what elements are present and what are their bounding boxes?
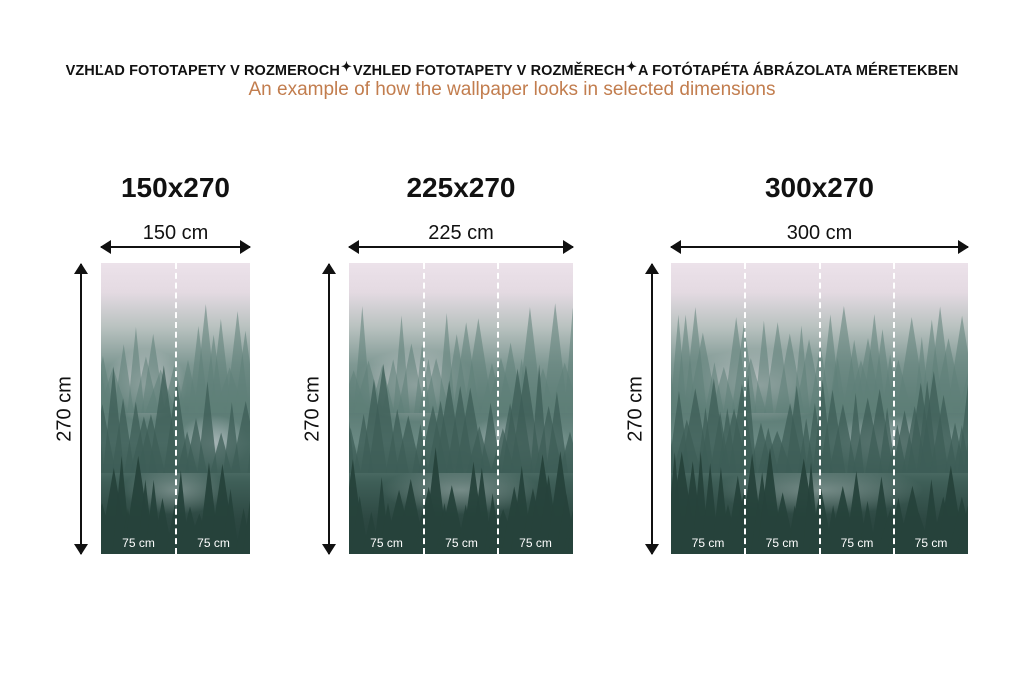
- forest-image: [349, 303, 573, 554]
- panel-title: 150x270: [120, 172, 230, 203]
- header-subtitle: An example of how the wallpaper looks in…: [248, 79, 776, 100]
- wallpaper-preview: 75 cm 75 cm: [101, 263, 250, 554]
- sparkle-icon: ✦: [625, 59, 637, 74]
- header-title: VZHĽAD FOTOTAPETY V ROZMEROCH✦VZHLED FOT…: [0, 59, 1024, 79]
- panel-seam: [175, 263, 177, 554]
- width-label: 225 cm: [428, 222, 494, 244]
- height-arrow: [74, 263, 88, 555]
- panel-seam: [819, 263, 821, 554]
- panel-title: 300x270: [764, 172, 874, 203]
- panel-seam: [497, 263, 499, 554]
- height-arrow: [322, 263, 336, 555]
- panel-title: 225x270: [406, 172, 516, 203]
- panel-seam: [893, 263, 895, 554]
- width-arrow: [100, 240, 251, 254]
- title-cz: VZHLED FOTOTAPETY V ROZMĚRECH: [352, 63, 625, 79]
- wallpaper-preview: 75 cm 75 cm 75 cm 75 cm: [671, 263, 968, 554]
- segment-label: 75 cm: [519, 536, 552, 550]
- title-hu: A FOTÓTAPÉTA ÁBRÁZOLATA MÉRETEKBEN: [637, 63, 959, 79]
- panel-seam: [423, 263, 425, 554]
- segment-label: 75 cm: [840, 536, 874, 550]
- panel-seam: [744, 263, 746, 554]
- forest-image: [101, 304, 250, 554]
- segment-label: 75 cm: [122, 536, 155, 550]
- height-label: 270 cm: [301, 376, 324, 442]
- width-label: 150 cm: [142, 222, 209, 244]
- title-sk: VZHĽAD FOTOTAPETY V ROZMEROCH: [65, 63, 340, 79]
- height-label: 270 cm: [624, 376, 647, 442]
- forest-image: [671, 305, 968, 554]
- segment-label: 75 cm: [445, 536, 478, 550]
- width-arrow: [670, 240, 969, 254]
- height-arrow: [645, 263, 659, 555]
- width-arrow: [348, 240, 574, 254]
- wallpaper-preview: 75 cm 75 cm 75 cm: [349, 263, 573, 554]
- sparkle-icon: ✦: [340, 59, 352, 74]
- segment-label: 75 cm: [914, 536, 948, 550]
- width-label: 300 cm: [786, 222, 853, 244]
- segment-label: 75 cm: [370, 536, 403, 550]
- segment-label: 75 cm: [197, 536, 230, 550]
- segment-label: 75 cm: [691, 536, 725, 550]
- height-label: 270 cm: [53, 376, 76, 442]
- segment-label: 75 cm: [765, 536, 799, 550]
